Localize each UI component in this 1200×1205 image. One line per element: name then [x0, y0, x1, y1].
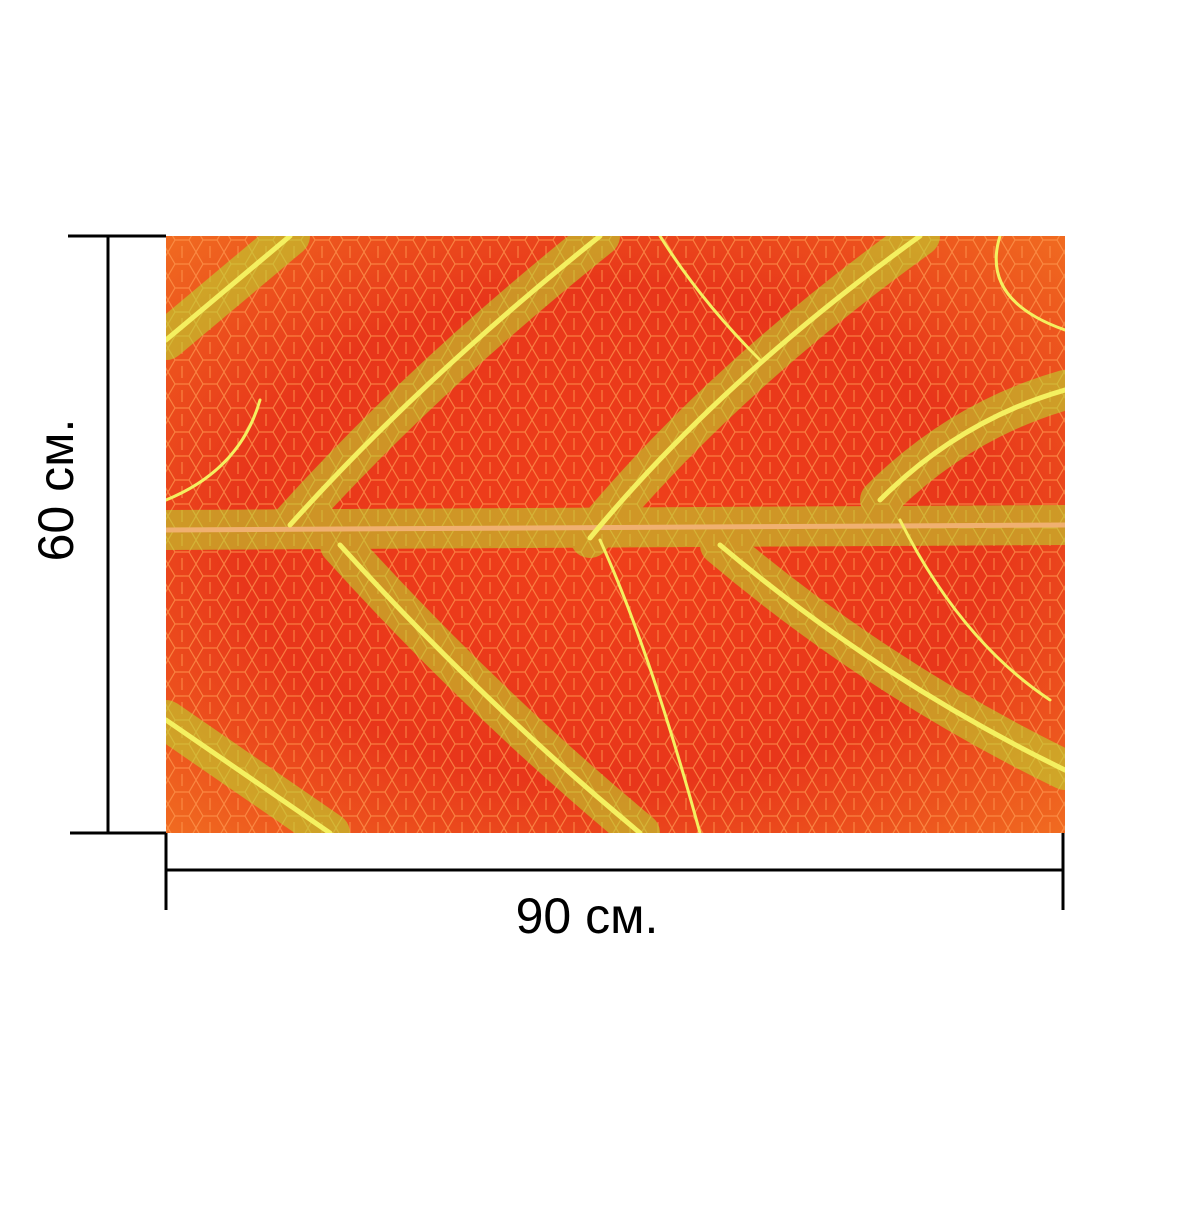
height-label: 60 см.	[28, 419, 84, 562]
width-label: 90 см.	[516, 888, 659, 944]
dimension-lines	[68, 234, 1065, 910]
leaf-photo	[166, 236, 1065, 833]
